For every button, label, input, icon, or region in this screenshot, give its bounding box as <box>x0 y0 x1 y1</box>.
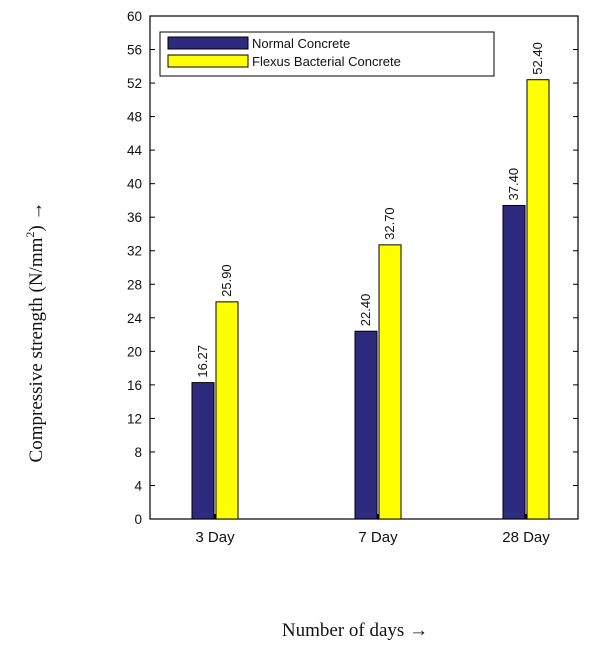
data-label: 16.27 <box>195 345 210 378</box>
x-axis-title: Number of days → <box>282 620 428 641</box>
y-tick-label: 36 <box>127 210 142 225</box>
y-tick-label: 60 <box>127 9 142 24</box>
y-tick-label: 56 <box>127 43 142 58</box>
y-tick-label: 28 <box>127 277 142 292</box>
legend-entry: Normal Concrete <box>252 36 350 51</box>
data-label: 37.40 <box>506 168 521 201</box>
y-tick-label: 12 <box>127 411 142 426</box>
legend-entry: Flexus Bacterial Concrete <box>252 54 401 69</box>
bar <box>378 244 402 520</box>
x-tick-label: 3 Day <box>195 529 235 546</box>
y-tick-label: 0 <box>134 512 142 527</box>
bar <box>502 204 526 520</box>
data-label: 22.40 <box>358 294 373 327</box>
y-tick-label: 44 <box>127 143 143 158</box>
bar <box>354 330 378 520</box>
y-tick-label: 52 <box>127 76 142 91</box>
data-label: 25.90 <box>219 264 234 297</box>
y-tick-label: 48 <box>127 110 142 125</box>
y-tick-label: 8 <box>134 445 142 460</box>
y-tick-label: 32 <box>127 244 142 259</box>
legend: Normal Concrete Flexus Bacterial Concrete <box>159 31 495 77</box>
x-tick-label: 7 Day <box>358 529 398 546</box>
data-label: 52.40 <box>530 42 545 75</box>
legend-swatch <box>167 54 249 68</box>
y-tick-label: 40 <box>127 177 142 192</box>
legend-swatch <box>167 36 249 50</box>
bar <box>215 301 239 520</box>
y-tick-label: 20 <box>127 344 142 359</box>
y-tick-label: 4 <box>134 478 142 493</box>
y-axis-title-superscript: 2 <box>23 232 37 238</box>
y-tick-label: 24 <box>127 311 143 326</box>
y-axis-title: Compressive strength (N/mm2) → <box>23 202 47 463</box>
y-axis-title-tail: ) → <box>26 202 47 232</box>
x-tick-label: 28 Day <box>502 529 550 546</box>
data-label: 32.70 <box>382 207 397 240</box>
y-tick-label: 16 <box>127 378 142 393</box>
bar <box>191 382 215 520</box>
bar <box>526 79 550 520</box>
y-axis-title-main: Compressive strength (N/mm <box>26 237 47 462</box>
